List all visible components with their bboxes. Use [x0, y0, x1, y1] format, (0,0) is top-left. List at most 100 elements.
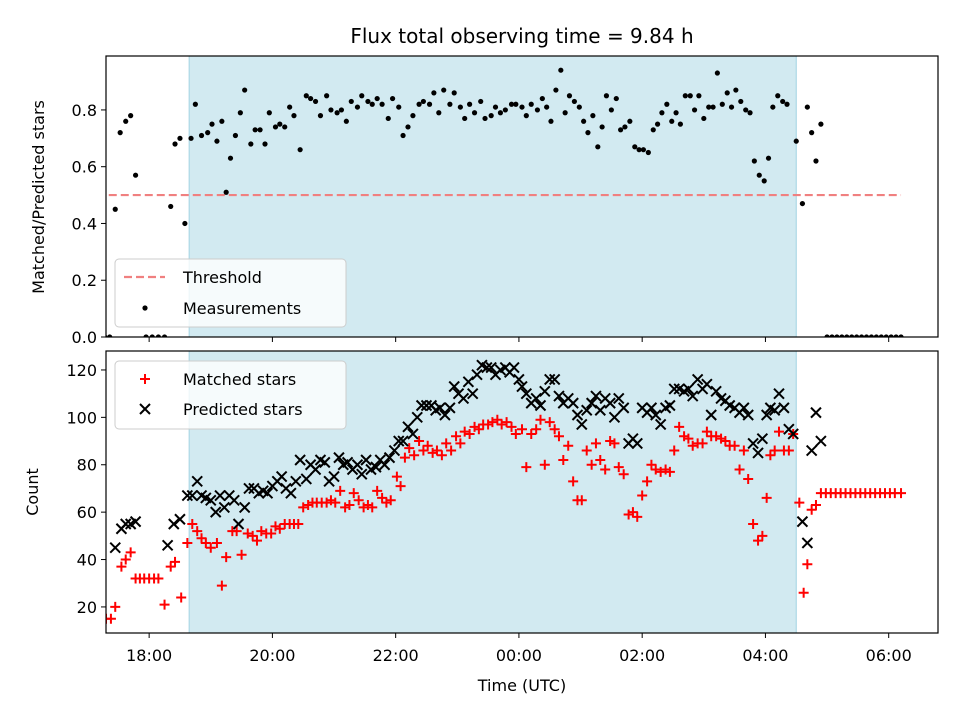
- matched-stars-point: [521, 462, 532, 473]
- top-legend-box: [114, 258, 347, 328]
- matched-stars-point: [205, 542, 216, 553]
- predicted-stars-point: [705, 409, 717, 421]
- matched-stars-point: [391, 471, 402, 482]
- predicted-stars-point: [388, 444, 401, 457]
- measurement-point: [687, 93, 693, 99]
- matched-stars-point: [176, 592, 187, 603]
- predicted-stars-point: [796, 515, 809, 528]
- bottom-legend-box: [114, 360, 347, 430]
- measurement-point: [405, 124, 411, 130]
- predicted-stars-point: [581, 404, 593, 416]
- matched-stars-point: [729, 440, 740, 451]
- measurement-point: [863, 334, 870, 337]
- predicted-stars-point: [275, 470, 288, 483]
- predicted-stars-point: [411, 411, 423, 424]
- x-axis-label: Time (UTC): [477, 676, 566, 695]
- matched-stars-point: [743, 473, 754, 484]
- measurement-point: [523, 113, 529, 119]
- measurement-point: [780, 98, 786, 105]
- measurement-point: [205, 130, 211, 136]
- matched-stars-point: [586, 459, 597, 470]
- predicted-stars-point: [466, 387, 479, 400]
- predicted-stars-point: [383, 451, 396, 464]
- measurement-point: [553, 87, 559, 93]
- measurement-point: [682, 93, 688, 99]
- measurement-point: [343, 118, 349, 124]
- predicted-stars-point: [261, 487, 274, 499]
- predicted-stars-point: [238, 501, 251, 514]
- matched-stars-point: [526, 428, 537, 439]
- matched-stars-point: [568, 476, 579, 487]
- measurement-point: [849, 334, 855, 337]
- measurement-point: [172, 141, 178, 147]
- measurement-point: [539, 95, 545, 102]
- matched-stars-point: [810, 500, 821, 511]
- predicted-stars-point: [457, 392, 470, 405]
- measurement-point: [888, 334, 894, 337]
- measurement-point: [334, 110, 340, 116]
- top-y-tick-label: 0.0: [72, 328, 97, 347]
- predicted-stars-point: [738, 402, 750, 414]
- measurement-point: [348, 98, 354, 105]
- measurement-point: [793, 138, 799, 144]
- measurement-point: [834, 334, 840, 337]
- top-y-axis-label: Matched/Predicted stars: [29, 100, 48, 294]
- predicted-stars-point: [752, 447, 764, 459]
- measurement-point: [599, 124, 605, 130]
- measurement-point: [219, 118, 225, 124]
- matched-stars-point: [609, 438, 620, 449]
- matched-stars-point: [395, 481, 406, 492]
- measurement-point: [508, 101, 515, 107]
- matched-stars-point: [632, 511, 643, 522]
- top-y-tick-label: 0.2: [72, 271, 97, 290]
- predicted-stars-point: [548, 373, 561, 386]
- legend-measurements-label: Measurements: [183, 299, 301, 318]
- measurement-point: [765, 155, 772, 161]
- predicted-stars-point: [631, 437, 643, 450]
- predicted-stars-point: [756, 432, 769, 445]
- predicted-stars-point: [232, 518, 245, 530]
- matched-stars-point: [683, 433, 694, 444]
- matched-stars-point: [159, 599, 170, 610]
- matched-stars-point: [896, 488, 907, 499]
- measurement-point: [878, 334, 884, 337]
- top-axes-frame: [105, 55, 939, 338]
- measurement-point: [534, 107, 541, 113]
- measurement-point: [257, 127, 263, 133]
- matched-stars-point: [182, 537, 193, 548]
- predicted-stars-point: [710, 385, 722, 397]
- measurement-point: [618, 127, 624, 133]
- matched-stars-point: [211, 537, 222, 548]
- matched-stars-point: [576, 495, 587, 506]
- x-tick-label: 06:00: [866, 646, 912, 665]
- matched-stars-point: [637, 490, 648, 501]
- matched-stars-point: [563, 440, 574, 451]
- measurement-point: [324, 93, 330, 99]
- measurement-point: [123, 118, 129, 124]
- matched-stars-point: [600, 464, 611, 475]
- predicted-stars-point: [617, 402, 630, 414]
- x-tick-label: 02:00: [619, 646, 665, 665]
- measurement-point: [585, 130, 591, 136]
- measurement-point: [650, 127, 656, 133]
- matched-stars-point: [510, 428, 521, 439]
- predicted-stars-point: [613, 392, 625, 405]
- measurement-point: [328, 107, 334, 113]
- measurement-point: [426, 101, 433, 107]
- predicted-stars-point: [571, 409, 584, 421]
- measurement-point: [177, 135, 183, 141]
- matched-stars-point: [501, 417, 512, 428]
- predicted-stars-point: [218, 501, 231, 514]
- measurement-point: [209, 121, 215, 127]
- measurement-point: [733, 87, 739, 93]
- matched-stars-point: [436, 450, 447, 461]
- top-y-tick-label: 0.6: [72, 158, 97, 177]
- measurement-point: [317, 113, 324, 119]
- matched-stars-point: [642, 476, 653, 487]
- matched-stars-point: [110, 601, 121, 612]
- measurement-point: [632, 144, 638, 150]
- measurement-point: [266, 110, 272, 116]
- predicted-stars-point: [186, 489, 198, 502]
- predicted-stars-point: [393, 435, 405, 447]
